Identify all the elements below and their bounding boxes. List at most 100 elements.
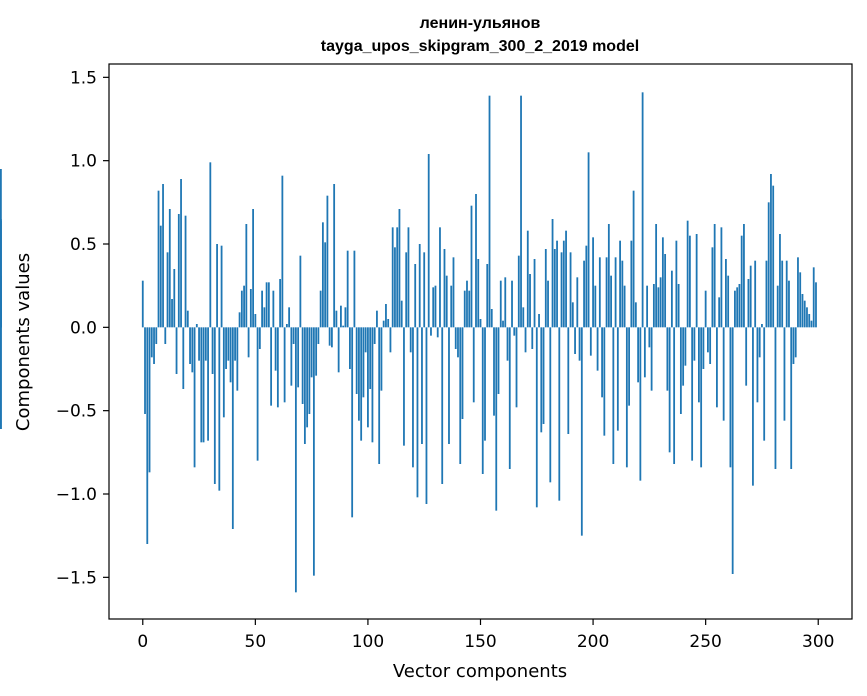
bar [704,290,707,328]
bar [409,327,412,353]
bar [421,327,423,444]
bar [337,327,340,373]
bar [150,327,153,358]
bar [448,327,450,444]
x-tick-label: 0 [137,632,148,652]
bar [317,327,320,344]
bar [601,327,603,398]
bar [362,327,365,398]
bar [195,324,198,328]
bar [565,230,567,328]
bar [182,327,185,389]
chart-subtitle: tayga_upos_skipgram_300_2_2019 model [321,38,639,55]
bar [580,327,583,536]
bar [610,275,612,328]
bar [321,222,324,328]
bar [812,267,815,328]
x-tick-label: 50 [245,632,267,652]
bar [290,327,293,386]
bar [256,327,259,461]
bar [720,227,723,328]
bar [643,327,646,378]
bar [495,327,498,511]
bar [0,327,2,429]
bar [344,307,347,328]
bar [639,327,642,481]
bar [486,264,489,328]
bar [607,224,610,328]
bar [808,314,811,328]
bar [752,327,754,486]
bar [592,237,594,328]
bar [652,284,655,328]
bar [630,240,633,328]
bar [398,209,401,328]
y-tick-label: −1.5 [56,568,97,588]
bar [477,259,480,328]
bar [729,327,732,468]
bar [427,154,430,328]
bar [664,254,667,328]
bar [774,327,777,469]
bar [763,327,766,441]
bar [533,259,536,328]
bar [619,240,621,328]
bar [184,215,187,328]
bar [279,279,282,328]
bar [758,327,761,358]
bar [333,184,336,328]
bar [441,327,444,484]
bar [376,310,378,328]
bar [612,327,615,464]
bar [245,224,248,328]
bar [535,327,538,508]
bar [722,327,725,421]
y-tick-label: −0.5 [56,402,97,422]
bar [628,327,630,406]
bar [177,214,180,328]
bar [686,220,689,328]
bar [418,244,421,328]
bar [225,327,227,369]
bar [553,249,556,328]
bar [353,250,356,328]
bar [288,307,291,328]
bar [727,275,730,328]
bar [400,300,403,328]
bar [788,280,790,328]
bar [691,327,694,461]
bar [403,327,405,446]
bar [499,280,502,328]
bar [707,327,709,353]
bar [198,327,200,361]
bar [378,327,381,464]
bar [452,257,455,328]
bar [202,327,205,443]
bar [416,327,419,498]
bar [0,219,2,328]
chart-title: ленин-ульянов [420,15,541,32]
bar [391,227,394,328]
bar [709,327,712,364]
bar [276,327,279,408]
bar [263,307,266,328]
bar [367,327,369,428]
bar [434,285,437,328]
bar [493,327,495,416]
bar [646,285,649,328]
bar [299,255,302,328]
bar [380,327,383,391]
bar [292,327,295,344]
bar [776,285,779,328]
bar [144,327,146,414]
bar [148,327,151,473]
bar [463,290,466,328]
bar [625,327,628,468]
bar [502,320,504,328]
bar [749,265,752,328]
bar [466,280,468,328]
bar [576,277,579,328]
bar [387,319,390,328]
bar [603,327,606,436]
bar [497,327,500,394]
